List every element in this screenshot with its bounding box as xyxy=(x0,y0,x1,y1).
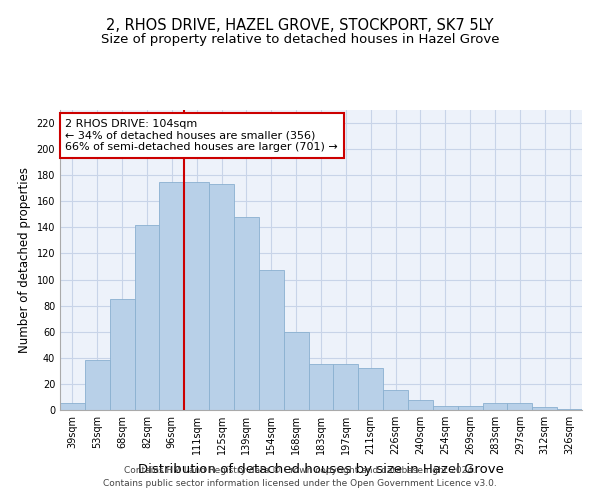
Text: Contains HM Land Registry data © Crown copyright and database right 2024.
Contai: Contains HM Land Registry data © Crown c… xyxy=(103,466,497,487)
X-axis label: Distribution of detached houses by size in Hazel Grove: Distribution of detached houses by size … xyxy=(138,462,504,475)
Bar xyxy=(308,364,334,410)
Bar xyxy=(234,217,259,410)
Text: 2 RHOS DRIVE: 104sqm
← 34% of detached houses are smaller (356)
66% of semi-deta: 2 RHOS DRIVE: 104sqm ← 34% of detached h… xyxy=(65,119,338,152)
Bar xyxy=(408,400,433,410)
Bar xyxy=(259,270,284,410)
Bar xyxy=(557,408,582,410)
Bar xyxy=(160,182,184,410)
Bar xyxy=(458,406,482,410)
Bar xyxy=(334,364,358,410)
Bar xyxy=(433,406,458,410)
Bar xyxy=(482,404,508,410)
Bar xyxy=(60,404,85,410)
Bar xyxy=(383,390,408,410)
Bar xyxy=(358,368,383,410)
Y-axis label: Number of detached properties: Number of detached properties xyxy=(18,167,31,353)
Bar xyxy=(209,184,234,410)
Bar xyxy=(134,225,160,410)
Text: 2, RHOS DRIVE, HAZEL GROVE, STOCKPORT, SK7 5LY: 2, RHOS DRIVE, HAZEL GROVE, STOCKPORT, S… xyxy=(106,18,494,32)
Text: Size of property relative to detached houses in Hazel Grove: Size of property relative to detached ho… xyxy=(101,32,499,46)
Bar xyxy=(508,404,532,410)
Bar xyxy=(85,360,110,410)
Bar xyxy=(284,332,308,410)
Bar xyxy=(110,299,134,410)
Bar xyxy=(184,182,209,410)
Bar xyxy=(532,408,557,410)
